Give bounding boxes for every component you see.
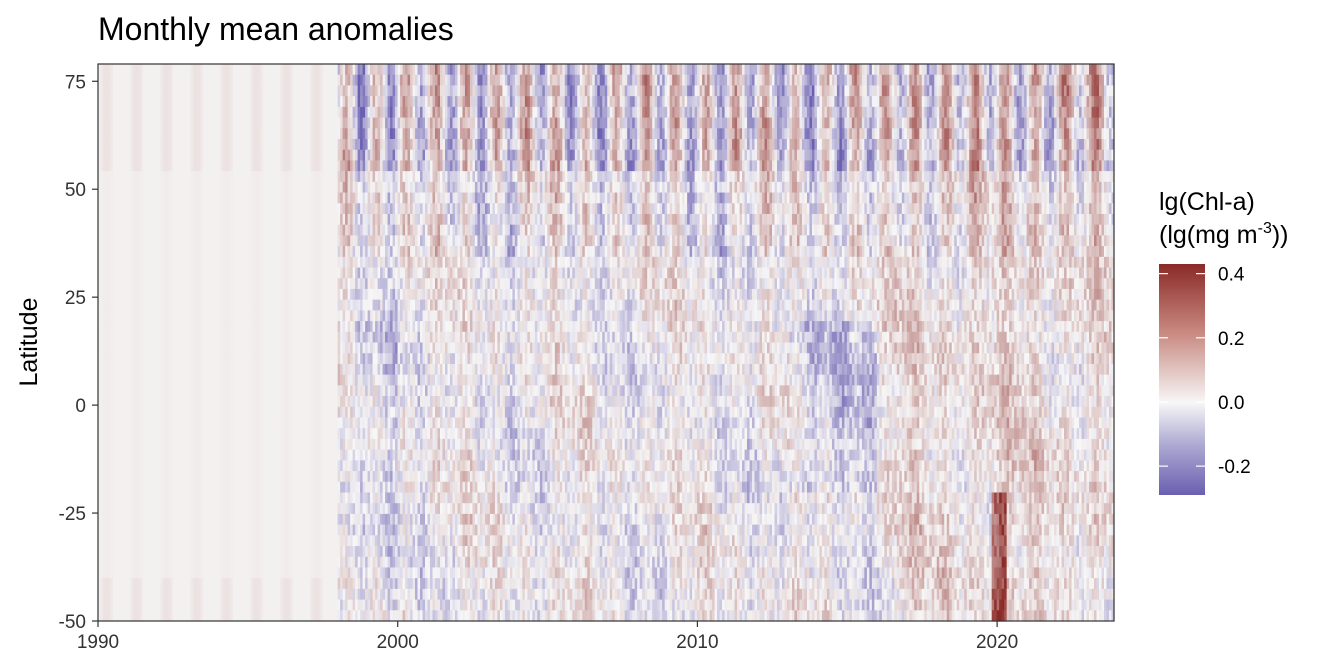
heatmap-cells (98, 64, 1115, 622)
chart-title: Monthly mean anomalies (98, 11, 454, 47)
